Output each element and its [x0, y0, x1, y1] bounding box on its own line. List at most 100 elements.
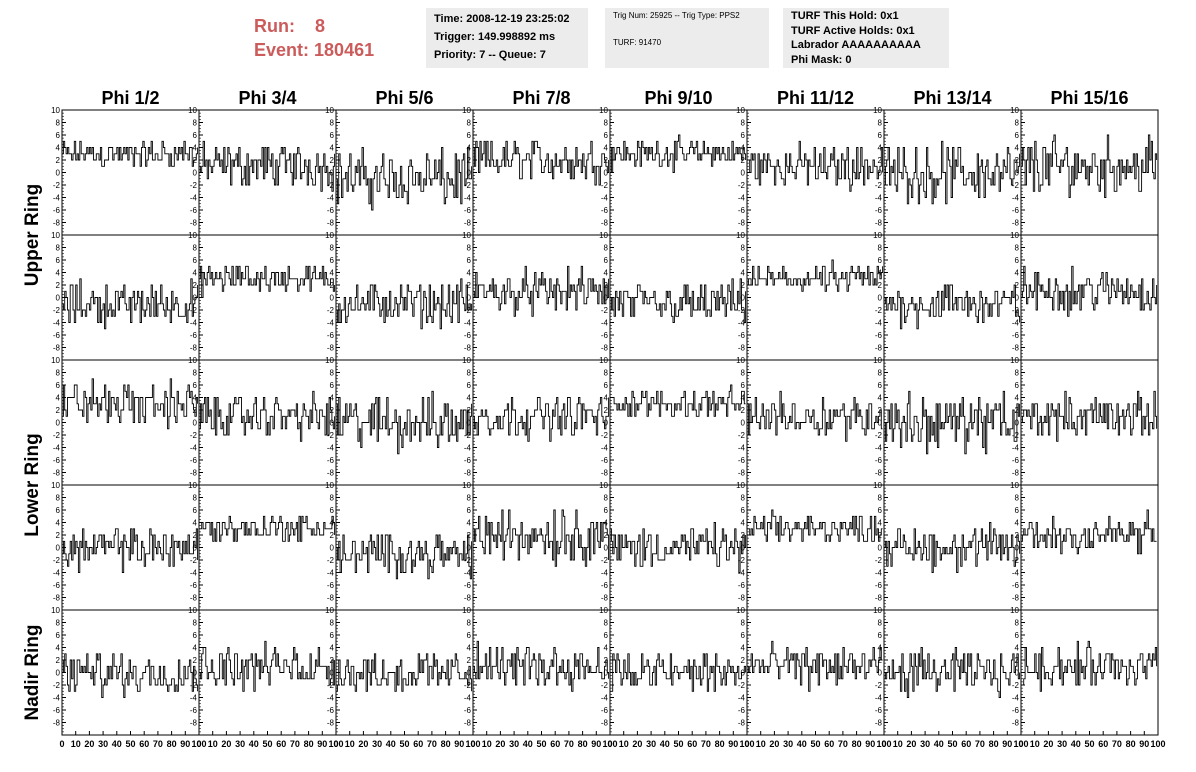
x-tick-label: 20 — [358, 739, 368, 749]
y-tick-label: 2 — [467, 406, 472, 415]
y-tick-label: -2 — [738, 306, 746, 315]
waveform-trace — [884, 390, 1021, 455]
y-tick-label: -4 — [601, 444, 609, 453]
y-tick-label: -2 — [53, 306, 61, 315]
y-tick-label: 2 — [604, 531, 609, 540]
y-tick-label: 6 — [467, 631, 472, 640]
y-tick-label: 2 — [56, 656, 61, 665]
column-title: Phi 13/14 — [913, 88, 991, 108]
y-tick-label: 2 — [56, 281, 61, 290]
y-tick-label: -2 — [190, 181, 198, 190]
y-tick-label: -6 — [464, 331, 472, 340]
y-tick-label: 8 — [878, 619, 883, 628]
y-tick-label: 10 — [188, 606, 197, 615]
x-tick-label: 50 — [673, 739, 683, 749]
y-tick-label: 10 — [873, 481, 882, 490]
y-tick-label: 8 — [467, 244, 472, 253]
waveform-trace — [1021, 509, 1157, 555]
y-tick-label: 8 — [56, 369, 61, 378]
y-tick-label: -2 — [190, 431, 198, 440]
y-tick-label: 8 — [193, 369, 198, 378]
waveform-trace — [62, 278, 199, 330]
y-tick-label: 0 — [604, 669, 609, 678]
x-tick-label: 80 — [578, 739, 588, 749]
y-tick-label: -4 — [190, 444, 198, 453]
y-tick-label: -8 — [1012, 219, 1020, 228]
y-tick-label: 2 — [467, 656, 472, 665]
y-tick-label: 0 — [193, 169, 198, 178]
x-tick-label: 70 — [427, 739, 437, 749]
y-tick-label: -4 — [601, 569, 609, 578]
y-tick-label: 0 — [1015, 169, 1020, 178]
y-tick-label: 0 — [1015, 294, 1020, 303]
y-tick-label: -6 — [738, 581, 746, 590]
turf-text: TURF: 91470 — [613, 38, 662, 47]
y-tick-label: -2 — [1012, 681, 1020, 690]
y-tick-label: -2 — [464, 181, 472, 190]
y-tick-label: 10 — [1010, 481, 1019, 490]
y-tick-label: 6 — [193, 506, 198, 515]
y-tick-label: 8 — [741, 494, 746, 503]
y-tick-label: 4 — [604, 394, 609, 403]
y-tick-label: 6 — [56, 631, 61, 640]
y-tick-label: -8 — [738, 594, 746, 603]
y-tick-label: 4 — [1015, 519, 1020, 528]
y-tick-label: -8 — [190, 594, 198, 603]
x-tick-label: 0 — [744, 739, 749, 749]
y-tick-label: 6 — [741, 256, 746, 265]
y-tick-label: 0 — [741, 419, 746, 428]
y-tick-label: -2 — [875, 181, 883, 190]
y-tick-label: 10 — [462, 106, 471, 115]
x-tick-label: 80 — [1126, 739, 1136, 749]
y-tick-label: 8 — [604, 619, 609, 628]
y-tick-label: 2 — [1015, 156, 1020, 165]
y-tick-label: 6 — [1015, 381, 1020, 390]
x-tick-label: 90 — [1139, 739, 1149, 749]
y-tick-label: -2 — [53, 681, 61, 690]
waveform-trace — [199, 515, 336, 542]
y-tick-label: 8 — [878, 494, 883, 503]
waveform-trace — [199, 265, 336, 298]
y-tick-label: 10 — [873, 606, 882, 615]
x-tick-label: 80 — [989, 739, 999, 749]
y-tick-label: 0 — [604, 169, 609, 178]
column-title: Phi 15/16 — [1050, 88, 1128, 108]
x-tick-label: 100 — [1013, 739, 1028, 749]
y-tick-label: 8 — [56, 494, 61, 503]
x-tick-label: 0 — [470, 739, 475, 749]
y-tick-label: 8 — [741, 619, 746, 628]
y-tick-label: 2 — [741, 406, 746, 415]
y-tick-label: -4 — [190, 319, 198, 328]
waveform-trace — [336, 653, 473, 692]
y-tick-label: 4 — [330, 519, 335, 528]
panel-frame — [198, 484, 337, 611]
x-tick-label: 50 — [1084, 739, 1094, 749]
waveform-trace — [336, 278, 473, 330]
y-tick-label: 8 — [604, 369, 609, 378]
x-tick-label: 100 — [191, 739, 206, 749]
x-tick-label: 60 — [961, 739, 971, 749]
y-tick-label: 8 — [741, 369, 746, 378]
y-tick-label: 8 — [1015, 369, 1020, 378]
waveform-trace — [1021, 390, 1158, 442]
y-tick-label: 6 — [330, 631, 335, 640]
y-tick-label: 8 — [56, 619, 61, 628]
y-tick-label: 8 — [1015, 119, 1020, 128]
y-tick-label: 4 — [878, 144, 883, 153]
y-tick-label: -4 — [738, 569, 746, 578]
run-event-header: Run: 8 Event: 180461 — [254, 14, 374, 62]
x-tick-label: 70 — [290, 739, 300, 749]
y-tick-label: -8 — [1012, 469, 1020, 478]
y-tick-label: 8 — [878, 244, 883, 253]
panel-frame — [609, 109, 748, 236]
y-tick-label: -8 — [464, 719, 472, 728]
y-tick-label: -6 — [53, 456, 61, 465]
y-tick-label: 10 — [1010, 356, 1019, 365]
y-tick-label: 4 — [467, 519, 472, 528]
y-tick-label: 10 — [1010, 606, 1019, 615]
x-tick-label: 10 — [71, 739, 81, 749]
y-tick-label: 10 — [599, 606, 608, 615]
y-tick-label: -8 — [327, 344, 335, 353]
y-tick-label: 6 — [330, 381, 335, 390]
y-tick-label: -8 — [875, 469, 883, 478]
